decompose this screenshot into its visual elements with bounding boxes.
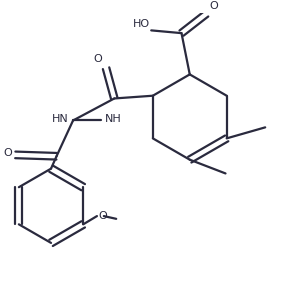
Text: HO: HO — [133, 19, 150, 29]
Text: O: O — [98, 211, 107, 221]
Text: NH: NH — [105, 114, 121, 124]
Text: O: O — [209, 1, 218, 11]
Text: HN: HN — [52, 114, 69, 124]
Text: O: O — [93, 54, 102, 64]
Text: O: O — [4, 149, 13, 158]
